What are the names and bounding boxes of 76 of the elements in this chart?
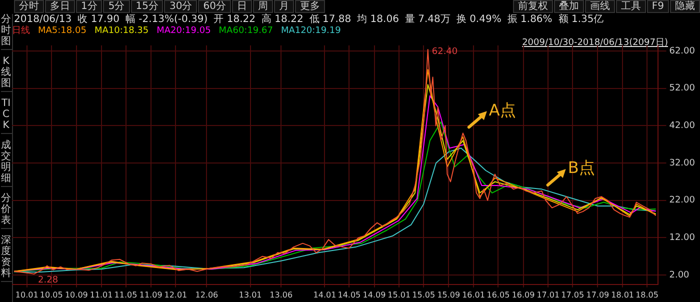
text: 成交明细 — [0, 140, 12, 187]
text: 日 — [232, 0, 252, 13]
text: MA20:19.05 — [156, 26, 211, 37]
x-tick-label: 11.01 — [90, 290, 113, 300]
text: 高 18.22 — [262, 14, 304, 26]
x-tick-label: 17.01 — [536, 290, 560, 300]
x-tick-label: 12.06 — [195, 290, 218, 300]
text: 月 — [274, 0, 294, 13]
x-tick-label: 14.09 — [362, 290, 386, 300]
text: 前复权 — [512, 0, 553, 13]
text: 60分 — [198, 0, 231, 13]
x-tick-label: 17.09 — [586, 290, 610, 300]
x-tick-label: 16.09 — [512, 290, 535, 300]
text: 量 7.48万 — [404, 14, 450, 26]
y-tick-label: 12.00 — [669, 233, 696, 244]
text: 分时图 — [0, 14, 12, 50]
x-tick-label: 13.06 — [270, 290, 293, 300]
text: 15分 — [130, 0, 164, 13]
annotation: A点 — [488, 100, 516, 120]
text: TICK — [0, 98, 12, 134]
text: MA10:18.35 — [94, 26, 149, 37]
text: 周 — [252, 0, 273, 13]
x-tick-label: 10.09 — [64, 290, 88, 300]
annotation: 2.28 — [38, 275, 58, 286]
x-tick-label: 10.05 — [40, 290, 63, 300]
text: 深度资料 — [0, 235, 12, 282]
text: 均 18.06 — [357, 14, 399, 26]
y-tick-label: 62.00 — [669, 46, 696, 56]
chart-subtitle: 日线 — [12, 26, 30, 37]
text: 换 0.49% — [456, 14, 502, 26]
y-tick-label: 32.00 — [669, 158, 696, 168]
text: 幅 -2.13%(-0.39) — [125, 14, 208, 26]
text: 额 1.35亿 — [558, 14, 604, 26]
x-tick-label: 13.01 — [238, 290, 262, 300]
y-tick-label: 22.00 — [669, 196, 696, 206]
text: MA60:19.67 — [218, 26, 273, 37]
text: 分时 — [14, 0, 44, 13]
text: 分价表 — [0, 193, 12, 229]
x-tick-label: 12.01 — [164, 290, 188, 300]
y-tick-label: 2.00 — [669, 270, 690, 280]
text: MA120:19.19 — [280, 26, 341, 37]
x-tick-label: 14.05 — [338, 290, 361, 300]
text: 多日 — [45, 0, 75, 13]
x-tick-label: 10.01 — [15, 290, 38, 300]
text: 隐藏 — [670, 0, 700, 13]
text: 1分 — [76, 0, 102, 13]
text: 叠加 — [554, 0, 584, 13]
x-tick-label: 16.01 — [462, 290, 485, 300]
text: 工具 — [616, 0, 646, 13]
text: 5分 — [103, 0, 130, 13]
text: 2018/06/13 — [14, 14, 72, 26]
x-tick-label: 16.05 — [486, 290, 510, 300]
x-tick-label: 15.09 — [437, 290, 460, 300]
text: 收 17.90 — [78, 14, 120, 26]
text: F9 — [646, 0, 669, 13]
text: K线图 — [0, 56, 12, 92]
text: 画线 — [584, 0, 615, 13]
x-tick-label: 17.05 — [561, 290, 584, 300]
text: MA5:18.05 — [38, 26, 86, 37]
x-tick-label: 15.05 — [412, 290, 436, 300]
text: 振 1.86% — [507, 14, 552, 26]
text: 低 17.88 — [309, 14, 352, 26]
y-tick-label: 42.00 — [669, 121, 696, 132]
x-tick-label: 18.05 — [636, 290, 658, 300]
x-tick-label: 15.01 — [388, 290, 411, 300]
annotation: 62.40 — [432, 46, 458, 57]
y-tick-label: 52.00 — [669, 84, 696, 94]
text: 更多 — [294, 0, 325, 13]
x-tick-label: 14.01 — [313, 290, 336, 300]
text: 30分 — [164, 0, 198, 13]
x-tick-label: 11.09 — [139, 290, 162, 300]
text: 开 18.22 — [214, 14, 256, 26]
x-tick-label: 11.05 — [114, 290, 138, 300]
annotation: 2009/10/30-2018/06/13(2097日) — [522, 38, 668, 48]
annotation: B点 — [568, 158, 595, 178]
x-tick-label: 18.01 — [611, 290, 634, 300]
